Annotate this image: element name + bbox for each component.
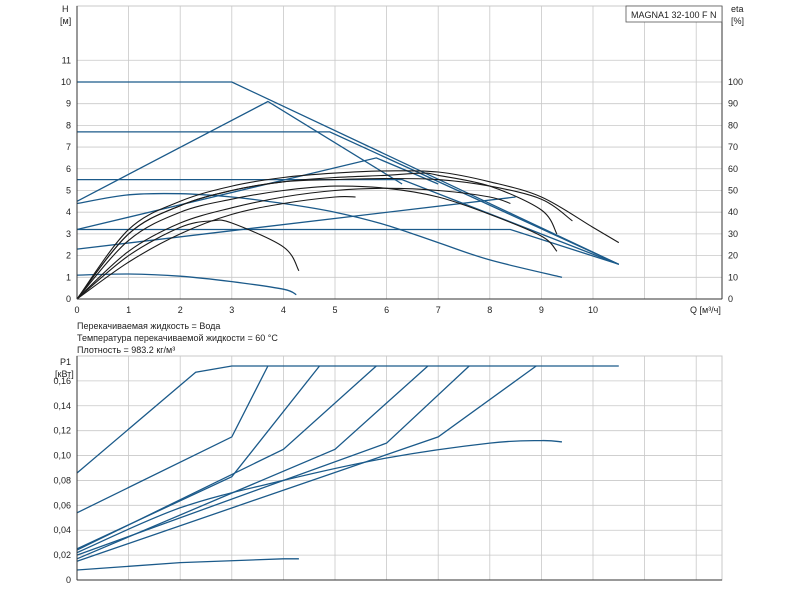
h-x-tick-label: 7 bbox=[436, 305, 441, 315]
h-x-tick-label: 5 bbox=[332, 305, 337, 315]
p1-y-tick-label: 0,10 bbox=[53, 451, 71, 461]
h-y-tick-label: 4 bbox=[66, 207, 71, 217]
h-series-line bbox=[76, 157, 439, 231]
p1-axis-unit: [кВт] bbox=[55, 369, 74, 379]
h-series-line bbox=[77, 228, 619, 265]
h-efficiency-curve bbox=[76, 177, 573, 300]
fluid-notes: Перекачиваемая жидкость = Вода Температу… bbox=[77, 320, 278, 356]
h-y-tick-label: 2 bbox=[66, 251, 71, 261]
p1-y-tick-label: 0,16 bbox=[53, 376, 71, 386]
h-y-tick-label: 1 bbox=[66, 272, 71, 282]
p1-y-tick-label: 0,06 bbox=[53, 500, 71, 510]
h-y-tick-label: 7 bbox=[66, 142, 71, 152]
note-density: Плотность = 983.2 кг/м³ bbox=[77, 345, 176, 355]
p1-series-line bbox=[76, 365, 429, 560]
h-efficiency-curve bbox=[76, 185, 558, 300]
p1-series-line bbox=[76, 365, 269, 514]
bottom-series bbox=[76, 365, 619, 571]
h-y-tick-label: 6 bbox=[66, 164, 71, 174]
h-x-tick-label: 4 bbox=[281, 305, 286, 315]
h-series-line bbox=[76, 192, 563, 278]
h-x-tick-label: 3 bbox=[229, 305, 234, 315]
bottom-axes: 0 0,02 0,04 0,06 0,08 0,10 0,12 0,14 0,16 bbox=[53, 356, 722, 585]
p1-series-line bbox=[76, 439, 563, 554]
bottom-grid bbox=[76, 355, 723, 581]
h-y2-tick-label: 90 bbox=[728, 99, 738, 109]
h-series-line bbox=[77, 131, 620, 265]
p1-series-line bbox=[76, 558, 299, 571]
h-efficiency-curve bbox=[76, 187, 511, 300]
h-x-tick-label: 8 bbox=[487, 305, 492, 315]
model-label-box bbox=[625, 5, 723, 23]
p1-y-tick-label: 0 bbox=[66, 575, 71, 585]
h-y2-tick-label: 80 bbox=[728, 120, 738, 130]
h-y2-tick-label: 60 bbox=[728, 164, 738, 174]
h-x-tick-label: 10 bbox=[588, 305, 598, 315]
h-frame bbox=[76, 5, 723, 300]
p1-y-tick-label: 0,04 bbox=[53, 525, 71, 535]
h-x-tick-label: 1 bbox=[126, 305, 131, 315]
note-temperature: Температура перекачиваемой жидкости = 60… bbox=[77, 333, 278, 343]
h-y-tick-label: 5 bbox=[66, 185, 71, 195]
h-y-tick-label: 0 bbox=[66, 294, 71, 304]
p1-series-line bbox=[76, 365, 537, 562]
h-x-tick-label: 0 bbox=[74, 305, 79, 315]
p1-y-tick-label: 0,08 bbox=[53, 475, 71, 485]
h-efficiency-curve bbox=[76, 170, 620, 300]
top-series bbox=[76, 81, 620, 300]
p1-frame bbox=[76, 355, 723, 581]
h-series-line bbox=[77, 81, 620, 265]
eta-axis-unit: [%] bbox=[731, 16, 744, 26]
top-grid bbox=[76, 5, 723, 300]
h-y2-tick-label: 0 bbox=[728, 294, 733, 304]
h-efficiency-curve bbox=[76, 219, 300, 300]
h-series-line bbox=[76, 196, 516, 250]
eta-axis-label: eta bbox=[731, 4, 744, 14]
h-axis-unit: [м] bbox=[60, 16, 71, 26]
h-efficiency-curve bbox=[76, 195, 356, 300]
q-axis-label: Q [м³/ч] bbox=[690, 305, 721, 315]
h-axis-label: H bbox=[62, 4, 69, 14]
h-series-line bbox=[77, 178, 620, 265]
h-x-tick-label: 6 bbox=[384, 305, 389, 315]
p1-y-tick-label: 0,14 bbox=[53, 401, 71, 411]
model-label: MAGNA1 32-100 F N bbox=[631, 10, 717, 20]
h-x-tick-label: 2 bbox=[178, 305, 183, 315]
p1-y-tick-label: 0,12 bbox=[53, 426, 71, 436]
h-y-tick-label: 3 bbox=[66, 229, 71, 239]
h-series-line bbox=[76, 273, 297, 296]
p1-series-line bbox=[76, 365, 377, 551]
p1-axis-label: P1 bbox=[60, 357, 71, 367]
h-y2-tick-label: 50 bbox=[728, 185, 738, 195]
h-y-tick-label: 10 bbox=[61, 77, 71, 87]
h-y2-tick-label: 70 bbox=[728, 142, 738, 152]
p1-y-tick-label: 0,02 bbox=[53, 550, 71, 560]
h-series-line bbox=[76, 100, 403, 202]
p1-series-line bbox=[76, 365, 619, 474]
h-y-tick-label: 9 bbox=[66, 99, 71, 109]
h-x-tick-label: 9 bbox=[539, 305, 544, 315]
h-y2-tick-label: 20 bbox=[728, 251, 738, 261]
h-y2-tick-label: 100 bbox=[728, 77, 743, 87]
h-y-tick-label: 8 bbox=[66, 120, 71, 130]
note-liquid: Перекачиваемая жидкость = Вода bbox=[77, 321, 221, 331]
h-y-tick-label: 11 bbox=[62, 55, 71, 65]
h-y2-tick-label: 40 bbox=[728, 207, 738, 217]
h-y2-tick-label: 10 bbox=[728, 272, 738, 282]
h-y2-tick-label: 30 bbox=[728, 229, 738, 239]
p1-series-line bbox=[76, 365, 470, 556]
